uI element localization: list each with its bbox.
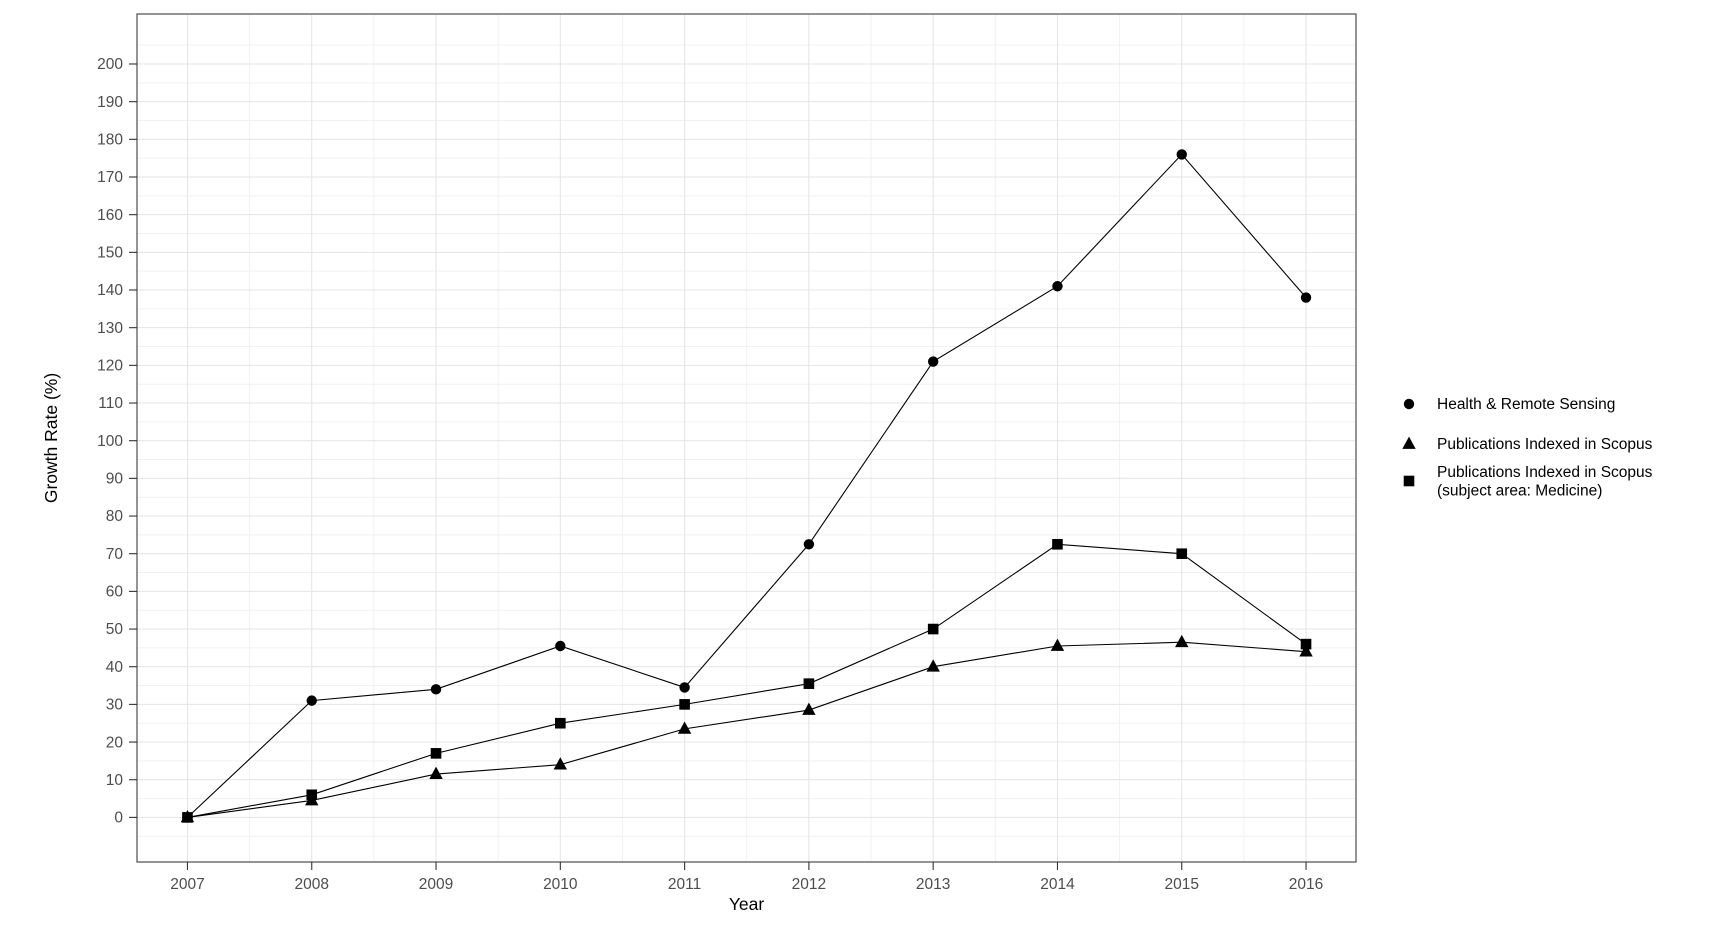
data-point-triangle: [1299, 644, 1313, 657]
data-point-square: [927, 623, 939, 635]
data-point-square: [1176, 548, 1188, 560]
y-tick-label: 150: [97, 245, 123, 262]
series-square: [182, 538, 1312, 823]
series-line: [187, 543, 1307, 818]
y-tick-label: 60: [106, 584, 124, 601]
x-axis-title: Year: [729, 894, 765, 914]
panel-border: [136, 13, 1357, 863]
legend-circle-icon: [1403, 398, 1415, 410]
data-point-triangle: [677, 721, 692, 734]
y-tick-label: 70: [106, 546, 124, 563]
y-tick-label: 50: [106, 621, 124, 638]
data-point-square: [182, 812, 193, 823]
x-axis: 2007 2008 2009 2010 2011 2012 2013 2014 2015 2016: [170, 862, 1323, 893]
legend: Health & Remote Sensing Publications Inde…: [1402, 396, 1653, 499]
data-point-circle: [555, 640, 566, 652]
data-point-triangle: [926, 659, 940, 672]
x-tick-label: 2013: [916, 876, 950, 893]
x-tick-label: 2016: [1289, 876, 1323, 893]
series-circle: [182, 149, 1312, 823]
y-axis-title: Growth Rate (%): [41, 373, 61, 503]
legend-label: Publications Indexed in Scopus: [1437, 464, 1653, 481]
data-point-triangle: [429, 766, 443, 779]
x-tick-label: 2012: [792, 876, 826, 893]
legend-label: (subject area: Medicine): [1437, 482, 1602, 499]
y-axis: 0 10 20 30 40 50 60 70 80 90 100 110 120 130 140 150 160…: [97, 56, 137, 827]
data-point-square: [1052, 538, 1063, 550]
x-tick-label: 2011: [668, 876, 701, 893]
y-tick-label: 80: [106, 508, 124, 525]
x-tick-label: 2007: [170, 876, 204, 893]
data-point-circle: [1300, 292, 1312, 303]
y-tick-label: 160: [97, 207, 123, 224]
y-tick-label: 10: [106, 772, 124, 789]
gridlines-major: [137, 14, 1356, 862]
data-point-circle: [430, 684, 442, 695]
data-point-square: [679, 699, 690, 710]
legend-square-icon: [1403, 475, 1415, 487]
y-tick-label: 100: [97, 433, 123, 450]
y-tick-label: 140: [97, 282, 123, 299]
data-point-circle: [1176, 149, 1187, 160]
data-point-circle: [306, 695, 317, 706]
y-tick-label: 0: [114, 810, 123, 827]
x-tick-label: 2015: [1165, 876, 1199, 893]
data-point-circle: [803, 539, 815, 550]
legend-label: Publications Indexed in Scopus: [1437, 436, 1653, 453]
data-point-circle: [1052, 281, 1063, 292]
data-point-square: [430, 748, 442, 759]
y-tick-label: 180: [97, 132, 123, 149]
y-tick-label: 190: [97, 94, 123, 111]
data-point-square: [1300, 638, 1312, 650]
data-point-triangle: [1175, 634, 1189, 648]
x-tick-label: 2010: [543, 876, 578, 893]
data-point-square: [803, 678, 815, 689]
y-tick-label: 30: [106, 697, 124, 714]
data-point-triangle: [802, 702, 816, 715]
y-tick-label: 120: [97, 358, 123, 375]
y-tick-label: 130: [97, 320, 123, 337]
y-tick-label: 110: [98, 395, 123, 412]
data-point-square: [555, 717, 566, 729]
y-tick-label: 170: [97, 169, 123, 186]
data-point-circle: [927, 356, 939, 367]
x-tick-label: 2008: [295, 876, 329, 893]
data-point-square: [306, 789, 318, 801]
y-tick-label: 20: [106, 734, 124, 751]
gridlines-minor: [137, 14, 1356, 862]
data-point-triangle: [553, 757, 568, 770]
x-tick-label: 2014: [1040, 876, 1075, 893]
data-point-triangle: [1050, 638, 1065, 651]
legend-label: Health & Remote Sensing: [1437, 396, 1615, 413]
data-point-circle: [679, 682, 690, 693]
legend-triangle-icon: [1402, 436, 1416, 449]
series-line: [187, 153, 1307, 818]
series-line: [187, 641, 1307, 818]
y-tick-label: 40: [106, 659, 124, 676]
y-tick-label: 90: [106, 471, 124, 488]
y-tick-label: 200: [97, 56, 123, 73]
x-tick-label: 2009: [419, 876, 453, 893]
